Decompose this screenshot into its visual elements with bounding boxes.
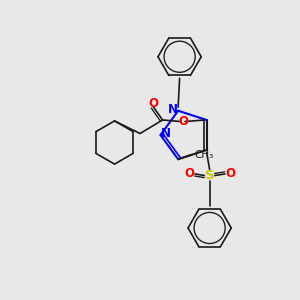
Text: O: O (148, 97, 158, 110)
Text: O: O (225, 167, 235, 181)
Text: N: N (161, 127, 171, 140)
Text: N: N (168, 103, 178, 116)
Text: O: O (185, 167, 195, 181)
Text: O: O (178, 115, 188, 128)
Text: S: S (205, 169, 214, 182)
Text: CH₃: CH₃ (195, 150, 214, 160)
